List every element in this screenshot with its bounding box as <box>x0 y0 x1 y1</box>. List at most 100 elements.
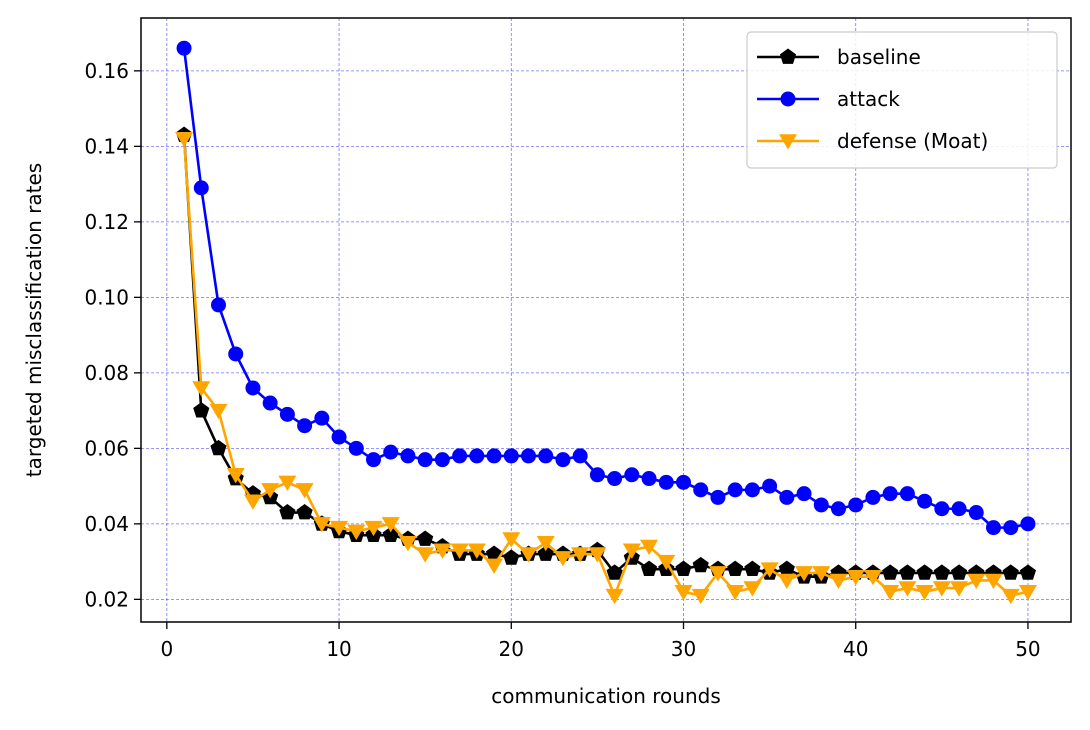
series-attack <box>176 40 1036 536</box>
data-point <box>932 581 951 597</box>
legend-item: defense (Moat) <box>757 129 988 153</box>
data-point <box>1018 585 1037 601</box>
data-point <box>779 489 795 505</box>
y-tick-label: 0.16 <box>84 59 129 83</box>
data-point <box>226 468 245 484</box>
data-point <box>846 569 865 586</box>
data-point <box>607 471 623 487</box>
data-point <box>917 493 933 509</box>
data-point <box>210 439 227 456</box>
x-tick-label: 20 <box>499 637 524 661</box>
data-point <box>176 40 192 56</box>
data-point <box>865 489 881 505</box>
data-point <box>777 573 796 590</box>
data-point <box>744 482 760 498</box>
legend-item: baseline <box>757 45 921 69</box>
data-point <box>968 505 984 521</box>
data-point <box>330 520 349 537</box>
data-point <box>674 585 693 601</box>
data-point <box>743 581 762 597</box>
x-tick-label: 50 <box>1015 637 1040 661</box>
data-point <box>933 564 950 580</box>
data-point <box>778 560 795 577</box>
legend-label: defense (Moat) <box>837 129 988 153</box>
data-point <box>1002 564 1019 580</box>
series-line <box>182 138 1029 597</box>
x-tick-label: 10 <box>326 637 351 661</box>
data-point <box>519 547 538 563</box>
legend-marker <box>779 48 797 64</box>
data-point <box>640 539 659 556</box>
data-point <box>536 535 555 552</box>
data-point <box>400 448 416 464</box>
series-layer <box>175 40 1037 605</box>
data-point <box>295 483 314 499</box>
data-point <box>502 532 521 548</box>
y-tick-label: 0.06 <box>84 436 129 460</box>
grid <box>141 18 1071 622</box>
legend-label: attack <box>837 87 900 111</box>
data-point <box>537 545 554 561</box>
plot-frame <box>140 17 1072 623</box>
data-point <box>675 560 692 577</box>
data-point <box>812 566 831 582</box>
data-point <box>469 448 485 464</box>
data-point <box>381 517 400 533</box>
y-tick-label: 0.08 <box>84 361 129 385</box>
legend: baseline attack defense (Moat) <box>746 31 1058 169</box>
data-point <box>175 132 194 148</box>
data-point <box>193 180 209 196</box>
y-axis-label: targeted misclassification rates <box>22 163 46 477</box>
series-defense-moat- <box>175 132 1037 605</box>
y-tick-label: 0.02 <box>84 587 129 611</box>
data-point <box>538 448 554 464</box>
data-point <box>192 381 211 397</box>
series-baseline <box>175 126 1037 584</box>
data-point <box>640 560 658 577</box>
data-point <box>916 564 933 580</box>
data-point <box>572 448 588 464</box>
data-point <box>314 410 330 426</box>
data-point <box>398 535 417 552</box>
data-point <box>624 467 640 483</box>
data-point <box>486 448 502 464</box>
data-point <box>727 482 743 498</box>
data-point <box>710 489 726 505</box>
y-tick-label: 0.14 <box>84 134 129 158</box>
legend-item: attack <box>757 87 900 111</box>
data-point <box>588 547 607 563</box>
legend-marker <box>779 134 797 150</box>
data-point <box>243 494 262 510</box>
data-point <box>658 474 674 490</box>
y-tick-label: 0.12 <box>84 210 129 234</box>
data-point <box>915 585 934 601</box>
data-point <box>1003 520 1019 536</box>
data-point <box>708 566 727 582</box>
x-tick-label: 0 <box>160 637 173 661</box>
data-point <box>503 448 519 464</box>
data-point <box>245 380 261 396</box>
data-point <box>881 585 900 601</box>
data-point <box>262 395 278 411</box>
data-point <box>312 517 331 533</box>
data-point <box>934 501 950 517</box>
data-point <box>485 558 504 574</box>
data-point <box>950 581 969 597</box>
data-point <box>882 486 898 502</box>
data-point <box>986 520 1001 536</box>
data-point <box>261 483 280 499</box>
data-point <box>744 560 761 577</box>
data-point <box>589 467 605 483</box>
legend-box <box>746 31 1058 169</box>
data-point <box>278 475 297 491</box>
data-point <box>366 452 381 468</box>
data-point <box>951 501 967 517</box>
data-point <box>450 543 469 559</box>
data-point <box>467 543 486 559</box>
data-point <box>795 566 814 582</box>
legend-label: baseline <box>837 45 921 69</box>
data-point <box>297 418 313 434</box>
data-point <box>416 547 435 563</box>
axis-ticks: 0 10 20 30 40 50 0.02 0.04 0.06 0.08 0.10 0.12 0.14 0… <box>84 59 1040 661</box>
